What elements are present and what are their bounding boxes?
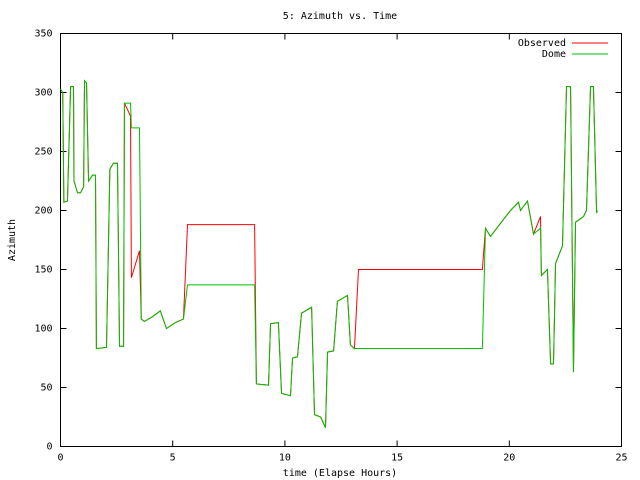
y-tick-label: 0 xyxy=(46,442,52,453)
x-tick-label: 25 xyxy=(615,453,627,464)
x-axis-label: time (Elapse Hours) xyxy=(283,468,397,479)
y-axis-label: Azimuth xyxy=(7,219,18,261)
y-tick-label: 50 xyxy=(40,383,52,394)
x-tick-label: 15 xyxy=(391,453,403,464)
y-tick-label: 150 xyxy=(34,265,52,276)
y-tick-label: 300 xyxy=(34,88,52,99)
legend-label: Observed xyxy=(518,38,566,49)
x-tick-label: 20 xyxy=(503,453,515,464)
y-tick-label: 100 xyxy=(34,324,52,335)
x-tick-label: 0 xyxy=(57,453,63,464)
legend-label: Dome xyxy=(542,49,566,60)
y-tick-label: 350 xyxy=(34,29,52,40)
data-line xyxy=(60,79,598,428)
x-tick-label: 10 xyxy=(279,453,291,464)
y-tick-label: 250 xyxy=(34,147,52,158)
plot-frame xyxy=(60,33,622,447)
chart-title: 5: Azimuth vs. Time xyxy=(283,11,397,22)
x-tick-label: 5 xyxy=(170,453,176,464)
y-tick-label: 200 xyxy=(34,206,52,217)
